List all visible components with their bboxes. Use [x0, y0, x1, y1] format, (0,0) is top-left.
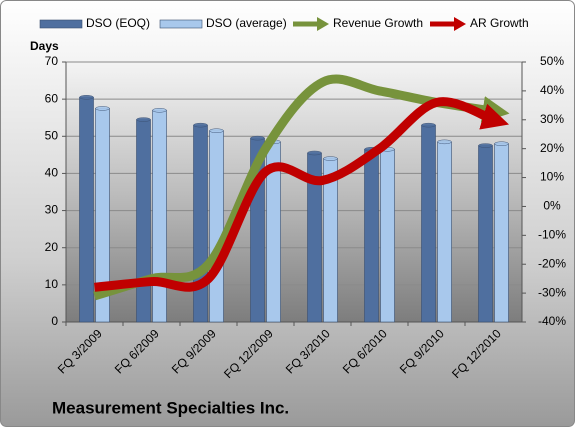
bar	[152, 109, 167, 323]
y2-tick-label: 30%	[540, 112, 564, 126]
y2-tick-label: 0%	[543, 199, 561, 213]
bar-cap	[250, 135, 265, 141]
bar	[79, 96, 94, 323]
y-tick-label: 10	[45, 277, 59, 291]
bar	[193, 124, 208, 323]
bar-cap	[152, 108, 167, 113]
y2-tick-label: -30%	[538, 285, 566, 299]
bar-cap	[209, 128, 224, 133]
y-tick-label: 60	[45, 91, 59, 105]
bar	[437, 141, 452, 323]
legend-label: DSO (average)	[206, 16, 287, 30]
y-tick-label: 70	[45, 54, 59, 68]
bar-cap	[323, 156, 338, 161]
y-tick-label: 30	[45, 203, 59, 217]
legend-label: Revenue Growth	[333, 16, 423, 30]
legend-swatch-head	[454, 17, 466, 31]
bar	[478, 145, 493, 323]
bar-cap	[437, 139, 452, 145]
bar-cap	[136, 117, 151, 122]
line	[94, 97, 509, 292]
bar-cap	[95, 106, 110, 111]
legend-label: AR Growth	[470, 16, 529, 30]
y2-tick-label: -10%	[538, 228, 566, 242]
bar-cap	[494, 141, 509, 146]
legend-swatch-head	[317, 17, 329, 31]
bar	[364, 148, 379, 323]
bar	[494, 143, 509, 323]
y2-tick-label: -20%	[538, 256, 566, 270]
y-tick-label: 50	[45, 128, 59, 142]
bar	[136, 119, 151, 323]
y2-tick-label: 10%	[540, 170, 564, 184]
bar-cap	[193, 122, 208, 128]
bar-cap	[79, 95, 94, 100]
y2-tick-label: 20%	[540, 141, 564, 155]
y2-tick-label: 40%	[540, 83, 564, 97]
y2-tick-label: -40%	[538, 314, 566, 328]
legend-swatch	[159, 19, 203, 29]
legend-label: DSO (EOQ)	[86, 16, 150, 30]
bar-cap	[421, 122, 436, 128]
y-axis-title: Days	[30, 39, 59, 53]
bar	[421, 124, 436, 323]
bar	[209, 130, 224, 323]
bar-cap	[307, 150, 322, 156]
bar	[380, 148, 395, 323]
y-tick-label: 20	[45, 240, 59, 254]
y-tick-label: 40	[45, 166, 59, 180]
chart-title: Measurement Specialties Inc.	[52, 398, 289, 417]
y-tick-label: 0	[51, 314, 58, 328]
legend-swatch	[39, 19, 83, 29]
y2-tick-label: 50%	[540, 54, 564, 68]
line	[93, 74, 510, 301]
bar-cap	[478, 143, 493, 148]
